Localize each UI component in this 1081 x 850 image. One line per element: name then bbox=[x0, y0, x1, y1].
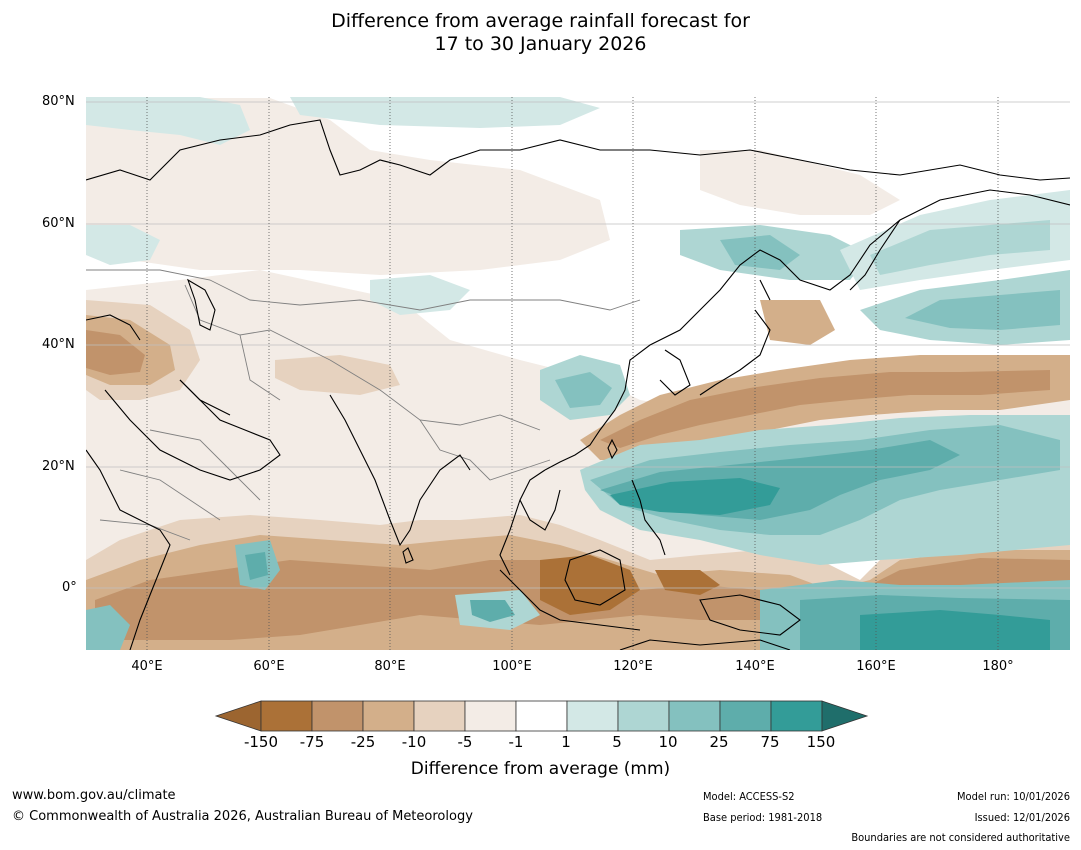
colorbar-segment bbox=[719, 700, 772, 732]
graticule bbox=[86, 97, 1070, 650]
lat-label: 60°N bbox=[42, 216, 75, 231]
lon-label: 120°E bbox=[613, 659, 653, 674]
anomaly-dry-middle-east bbox=[86, 300, 400, 400]
lat-label: 80°N bbox=[42, 94, 75, 109]
chart-title: Difference from average rainfall forecas… bbox=[0, 10, 1081, 56]
colorbar-tick: 75 bbox=[760, 733, 780, 751]
colorbar-tick: -150 bbox=[243, 733, 279, 751]
colorbar-segment bbox=[668, 700, 721, 732]
anomaly-wet-pacific bbox=[540, 190, 1070, 565]
colorbar-tick: 5 bbox=[612, 733, 622, 751]
base-period: Base period: 1981-2018 bbox=[703, 811, 823, 824]
colorbar-title: Difference from average (mm) bbox=[410, 759, 671, 779]
coastlines bbox=[86, 119, 1070, 650]
lon-label: 60°E bbox=[253, 659, 285, 674]
colorbar-segment bbox=[464, 700, 517, 732]
anomaly-wet-south bbox=[86, 540, 1070, 650]
colorbar-tick: 25 bbox=[709, 733, 729, 751]
lon-label: 80°E bbox=[374, 659, 406, 674]
colorbar-segment bbox=[566, 700, 619, 732]
colorbar-tick: -5 bbox=[457, 733, 473, 751]
colorbar-tick: 1 bbox=[561, 733, 571, 751]
issued-date: Issued: 12/01/2026 bbox=[974, 811, 1070, 824]
map-field bbox=[86, 97, 1070, 650]
lat-label: 40°N bbox=[42, 337, 75, 352]
colorbar-extend-low bbox=[214, 700, 262, 732]
lon-label: 140°E bbox=[735, 659, 775, 674]
anomaly-dry-nw-pacific bbox=[580, 300, 1070, 460]
lat-label: 20°N bbox=[42, 459, 75, 474]
colorbar-tick: -25 bbox=[350, 733, 376, 751]
colorbar-segment bbox=[362, 700, 415, 732]
copyright-text: © Commonwealth of Australia 2026, Austra… bbox=[12, 809, 473, 824]
colorbar-segment bbox=[311, 700, 364, 732]
boundaries-disclaimer: Boundaries are not considered authoritat… bbox=[851, 831, 1070, 844]
colorbar-segment bbox=[515, 700, 568, 732]
title-line-1: Difference from average rainfall forecas… bbox=[331, 10, 750, 32]
colorbar-segment bbox=[770, 700, 823, 732]
lon-label: 100°E bbox=[492, 659, 532, 674]
colorbar-segment bbox=[260, 700, 313, 732]
colorbar-tick: 150 bbox=[806, 733, 836, 751]
model-name: Model: ACCESS-S2 bbox=[703, 790, 795, 803]
lon-label: 40°E bbox=[131, 659, 163, 674]
colorbar-extend-high bbox=[821, 700, 869, 732]
colorbar-tick: 10 bbox=[658, 733, 678, 751]
colorbar-segment bbox=[413, 700, 466, 732]
lon-label: 160°E bbox=[856, 659, 896, 674]
title-line-2: 17 to 30 January 2026 bbox=[434, 33, 647, 55]
lat-label: 0° bbox=[62, 580, 77, 595]
lon-label: 180° bbox=[982, 659, 1014, 674]
colorbar-tick: -10 bbox=[401, 733, 427, 751]
colorbar-segment bbox=[617, 700, 670, 732]
colorbar-tick: -1 bbox=[508, 733, 524, 751]
colorbar-tick: -75 bbox=[299, 733, 325, 751]
bom-url-link[interactable]: www.bom.gov.au/climate bbox=[12, 788, 176, 803]
model-run-date: Model run: 10/01/2026 bbox=[957, 790, 1070, 803]
